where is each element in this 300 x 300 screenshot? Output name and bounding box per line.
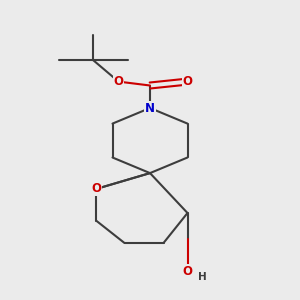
Text: O: O [91,182,101,196]
Text: O: O [113,75,124,88]
Text: O: O [182,75,193,88]
Text: N: N [145,101,155,115]
Text: H: H [198,272,207,282]
Text: O: O [182,265,193,278]
